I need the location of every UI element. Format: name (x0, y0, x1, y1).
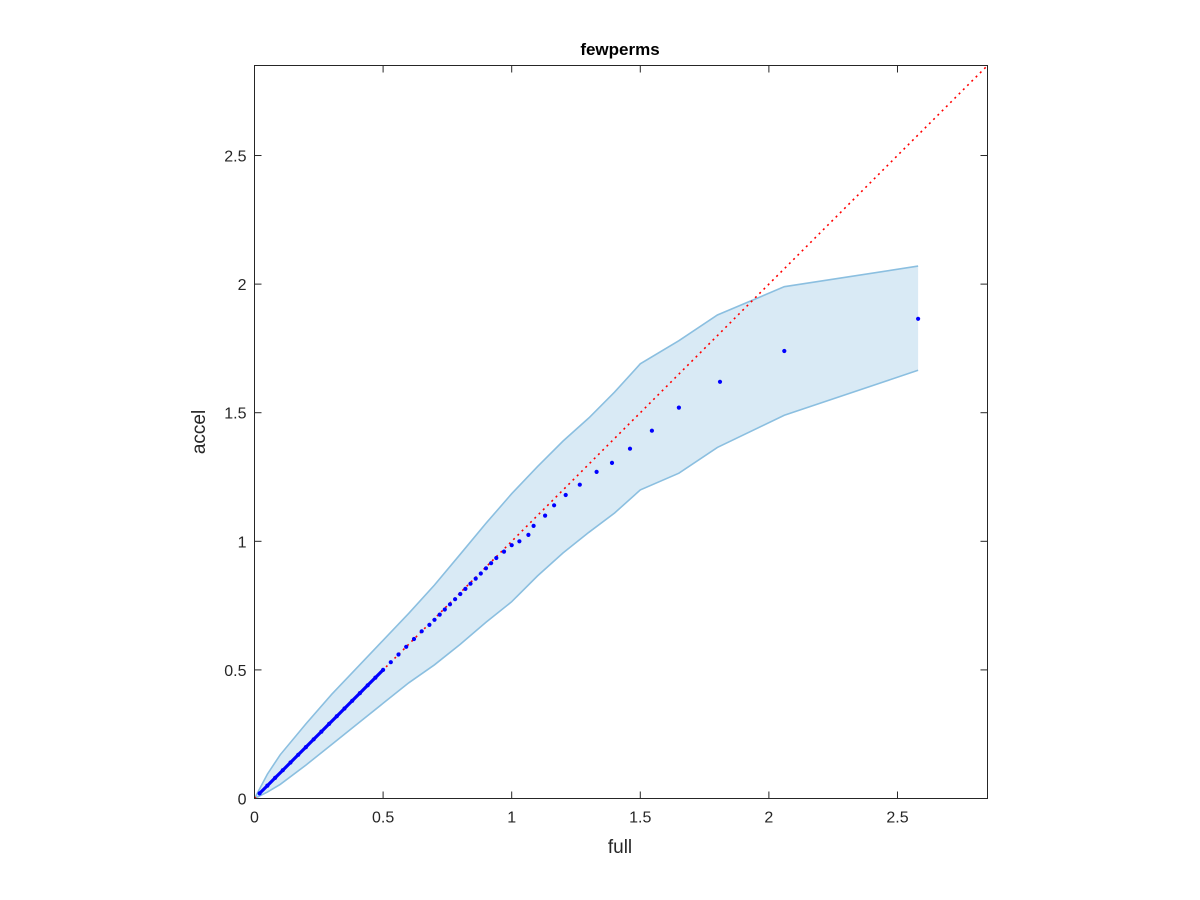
data-point (501, 549, 507, 554)
data-point (627, 446, 633, 451)
x-tick-label: 2 (764, 810, 773, 827)
data-point (427, 622, 432, 628)
data-point (473, 576, 478, 581)
y-axis-ticks: 0 0.5 1 1.5 2 2.5 (224, 149, 988, 809)
data-point (478, 571, 483, 576)
data-point (296, 752, 301, 757)
y-tick-label: 2.5 (224, 149, 246, 166)
data-point (350, 698, 355, 703)
y-axis-label: accel (189, 410, 210, 454)
x-axis-ticks: 0 0.5 1 1.5 2 2.5 (250, 65, 909, 827)
data-point (458, 591, 463, 597)
data-point (468, 581, 473, 586)
data-point (782, 348, 787, 354)
data-point (419, 629, 424, 634)
data-point (411, 636, 417, 642)
data-point (594, 469, 599, 474)
y-tick-label: 0.5 (224, 663, 246, 680)
y-tick-label: 2 (238, 277, 247, 294)
data-point (517, 539, 522, 544)
band-upper-edge (253, 265, 919, 799)
data-point (717, 379, 723, 384)
data-point (437, 612, 442, 617)
data-point (303, 745, 308, 750)
data-point (388, 660, 393, 665)
data-point (509, 543, 514, 548)
data-point (311, 737, 316, 742)
data-points (257, 316, 921, 796)
x-axis-label: full (608, 837, 632, 858)
data-point (543, 513, 548, 518)
band-fill (254, 266, 919, 799)
data-point (280, 768, 285, 773)
x-tick-label: 2.5 (886, 810, 908, 827)
x-tick-label: 1 (507, 810, 516, 827)
data-point (676, 405, 682, 410)
data-point (381, 667, 386, 673)
data-point (327, 721, 332, 727)
data-point (442, 607, 447, 612)
data-point (609, 460, 615, 465)
data-point (288, 760, 293, 765)
data-point (404, 644, 409, 649)
data-point (577, 482, 582, 487)
data-point (563, 492, 568, 498)
data-point (494, 555, 499, 561)
data-point (432, 617, 437, 622)
data-point (257, 791, 262, 796)
data-point (365, 683, 370, 688)
band-lower-edge (254, 369, 919, 800)
data-point (334, 714, 339, 719)
data-point (483, 566, 489, 571)
data-point (463, 586, 468, 592)
data-point (531, 523, 536, 529)
data-point (649, 428, 655, 433)
data-point (396, 652, 401, 657)
data-point (265, 783, 270, 788)
data-point (357, 691, 362, 696)
x-tick-label: 1.5 (629, 810, 651, 827)
x-tick-label: 0 (250, 810, 259, 827)
data-point (453, 597, 458, 602)
x-tick-label: 0.5 (372, 810, 394, 827)
data-point (526, 532, 531, 538)
data-point (447, 602, 453, 607)
chart-title: fewperms (580, 40, 659, 59)
data-point (916, 316, 921, 321)
data-point (489, 561, 494, 566)
y-tick-label: 1 (238, 534, 247, 551)
confidence-band (253, 265, 919, 800)
data-point (342, 706, 347, 711)
data-point (373, 675, 378, 680)
data-point (552, 503, 557, 508)
data-point (273, 775, 278, 781)
y-tick-label: 1.5 (224, 406, 246, 423)
axes-box (254, 65, 988, 799)
y-tick-label: 0 (238, 792, 247, 809)
data-point (319, 729, 324, 734)
